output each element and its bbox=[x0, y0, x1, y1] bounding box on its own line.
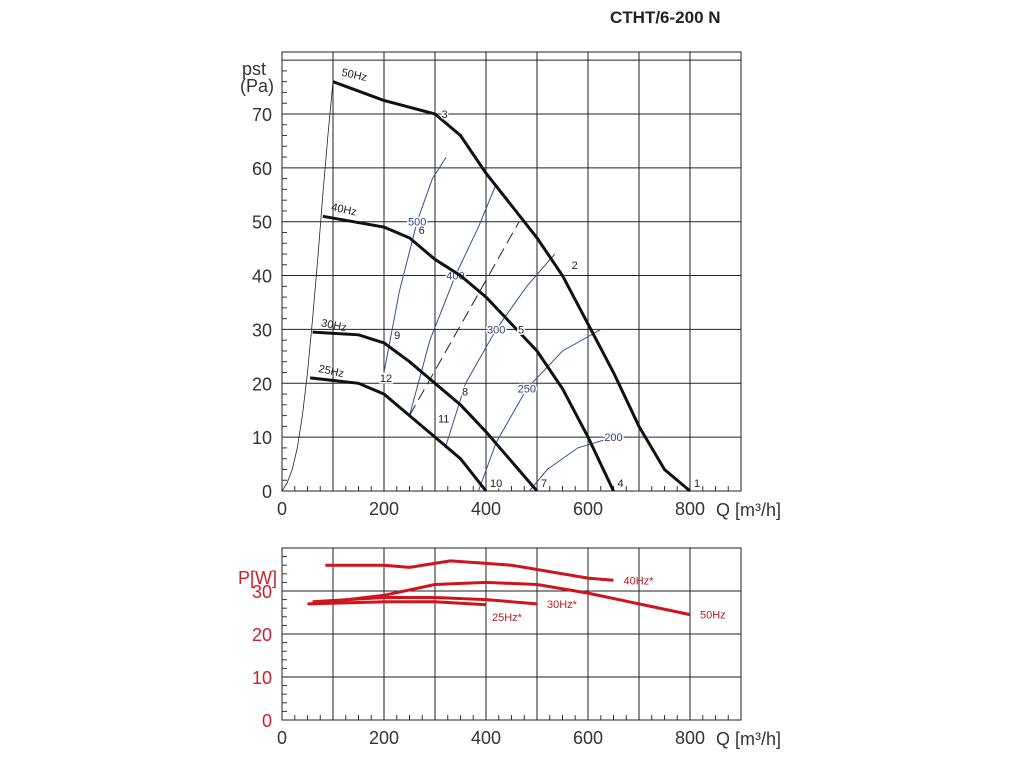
y-tick-label: 20 bbox=[252, 374, 272, 394]
x-tick-label: 400 bbox=[471, 728, 501, 748]
power-curve-25Hz* bbox=[307, 600, 487, 607]
iso-curve-500 bbox=[383, 156, 447, 373]
system-curve bbox=[281, 81, 334, 492]
plot-frame bbox=[281, 51, 742, 492]
iso-curve-label: 200 bbox=[604, 432, 622, 444]
x-tick-label: 600 bbox=[573, 728, 603, 748]
operating-point-label: 5 bbox=[518, 324, 524, 336]
x-tick-label: 800 bbox=[675, 499, 705, 519]
x-tick-label: 400 bbox=[471, 499, 501, 519]
x-axis-label: Q [m³/h] bbox=[716, 500, 781, 520]
operating-point-label: 11 bbox=[438, 413, 449, 425]
operating-point-label: 8 bbox=[462, 386, 468, 398]
operating-point-label: 1 bbox=[694, 478, 700, 490]
y-tick-label: 20 bbox=[252, 625, 272, 645]
fan-curve-50Hz bbox=[332, 80, 691, 493]
operating-point-label: 9 bbox=[394, 330, 400, 342]
operating-point-label: 4 bbox=[618, 478, 624, 490]
y-tick-label: 70 bbox=[252, 105, 272, 125]
y-tick-label: 40 bbox=[252, 267, 272, 287]
fan-curve-40Hz bbox=[322, 214, 615, 492]
power-curve-50Hz bbox=[312, 580, 691, 617]
y-tick-label: 30 bbox=[252, 320, 272, 340]
dashed-line bbox=[409, 221, 520, 416]
power-curve-30Hz* bbox=[312, 596, 538, 606]
fan-curve-label: 50Hz bbox=[340, 67, 368, 84]
iso-curve-250 bbox=[477, 328, 602, 492]
iso-curve-label: 500 bbox=[408, 217, 426, 229]
x-tick-label: 200 bbox=[369, 728, 399, 748]
power-curve-label: 25Hz* bbox=[492, 612, 523, 624]
y-axis-unit: (Pa) bbox=[240, 76, 274, 96]
operating-point-label: 7 bbox=[541, 478, 547, 490]
operating-point-label: 10 bbox=[490, 478, 502, 490]
fan-curve-label: 30Hz bbox=[320, 317, 348, 334]
y-axis-label: pst bbox=[242, 59, 266, 79]
y-tick-label: 30 bbox=[252, 582, 272, 602]
x-tick-label: 0 bbox=[277, 499, 287, 519]
iso-curve-label: 300 bbox=[487, 324, 505, 336]
operating-point-label: 6 bbox=[419, 225, 425, 237]
x-tick-label: 800 bbox=[675, 728, 705, 748]
y-axis-label: P[W] bbox=[238, 568, 277, 588]
x-axis-label: Q [m³/h] bbox=[716, 729, 781, 749]
x-tick-label: 0 bbox=[277, 728, 287, 748]
fan-curve-label: 25Hz bbox=[317, 363, 345, 380]
iso-curve-400 bbox=[409, 183, 497, 416]
power-curve-label: 40Hz* bbox=[624, 575, 655, 587]
power-curve-label: 50Hz bbox=[700, 610, 726, 622]
fan-curve-label: 40Hz bbox=[330, 202, 358, 219]
y-tick-label: 10 bbox=[252, 668, 272, 688]
y-tick-label: 10 bbox=[252, 428, 272, 448]
y-tick-label: 0 bbox=[262, 711, 272, 731]
x-tick-label: 200 bbox=[369, 499, 399, 519]
y-tick-label: 60 bbox=[252, 159, 272, 179]
operating-point-label: 12 bbox=[380, 373, 392, 385]
power-curve-label: 30Hz* bbox=[547, 599, 578, 611]
operating-point-label: 3 bbox=[442, 109, 448, 121]
y-tick-label: 0 bbox=[262, 482, 272, 502]
iso-curve-label: 250 bbox=[518, 384, 536, 396]
iso-curve-200 bbox=[529, 436, 662, 492]
y-tick-label: 50 bbox=[252, 213, 272, 233]
fan-curve-30Hz bbox=[312, 330, 539, 492]
chart-title: CTHT/6-200 N bbox=[610, 8, 721, 27]
x-tick-label: 600 bbox=[573, 499, 603, 519]
fan-curve-25Hz bbox=[309, 376, 488, 492]
operating-point-label: 2 bbox=[572, 260, 578, 272]
power-curve-40Hz* bbox=[325, 559, 614, 582]
